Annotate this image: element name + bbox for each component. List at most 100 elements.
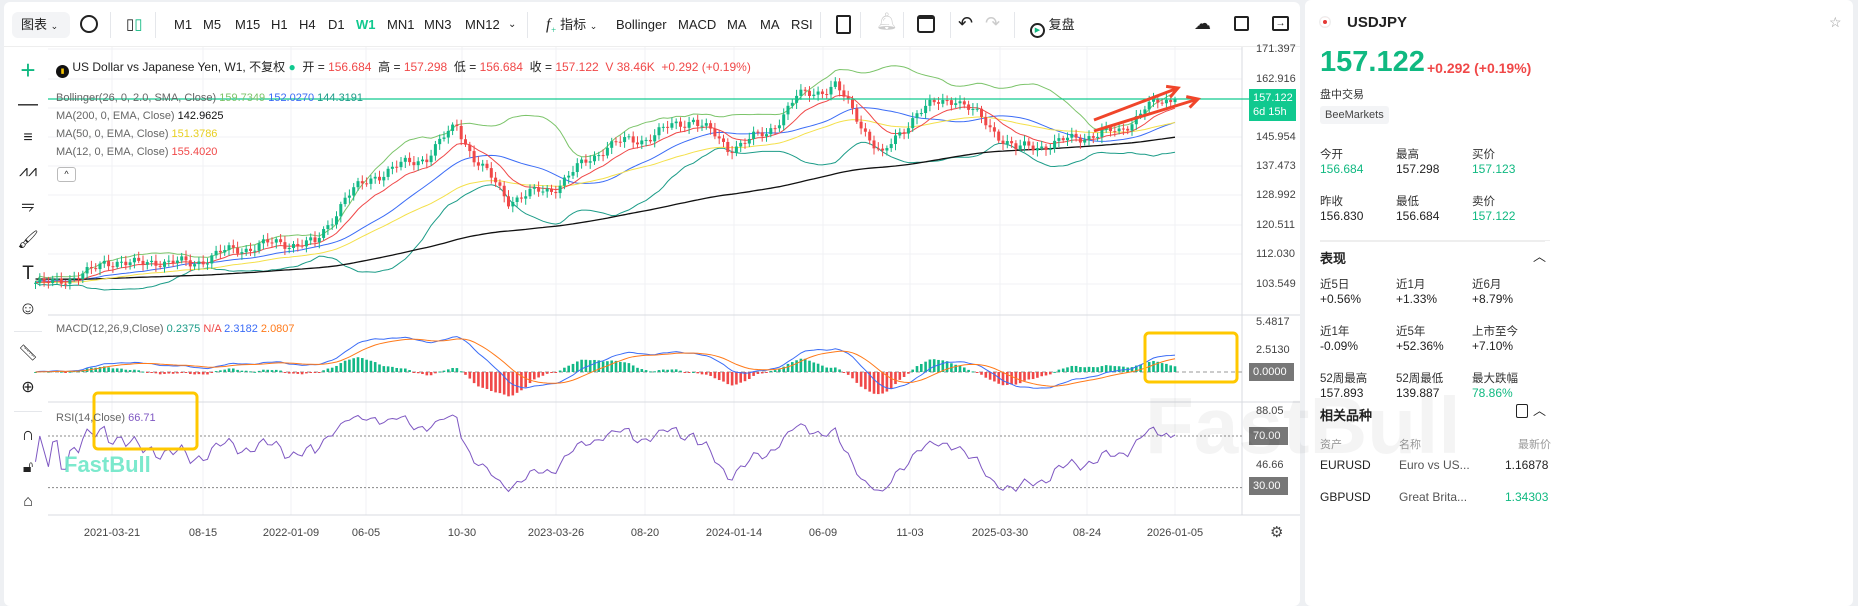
candle — [919, 108, 923, 117]
candle-body — [894, 135, 897, 145]
alert-add-icon[interactable]: 🔔︎ — [876, 12, 898, 31]
candle — [752, 126, 756, 146]
macd-histogram-bar — [928, 359, 932, 372]
candle — [1035, 142, 1039, 157]
search-icon[interactable] — [80, 15, 98, 33]
macd-legend[interactable]: MACD(12,26,9,Close) 0.2375 N/A 2.3182 2.… — [56, 323, 295, 335]
timeframe-w1[interactable]: W1 — [356, 17, 376, 32]
candle — [593, 151, 596, 165]
candle-body — [1117, 128, 1121, 132]
brush-icon[interactable]: 🖌︎ — [17, 230, 39, 249]
related-row[interactable]: EURUSD Euro vs US... 1.16878 — [1305, 456, 1555, 480]
candle-body — [709, 123, 713, 129]
quick-indicator-macd[interactable]: MACD — [678, 17, 717, 32]
candle-body — [210, 255, 214, 264]
quick-indicator-ma-2[interactable]: MA — [760, 17, 780, 32]
quick-indicator-bollinger[interactable]: Bollinger — [616, 17, 667, 32]
macd-histogram-bar — [1135, 365, 1138, 372]
ma200-legend[interactable]: MA(200, 0, EMA, Close) 142.9625 — [56, 110, 224, 122]
macd-histogram-bar — [584, 359, 588, 372]
candle — [266, 233, 270, 247]
ma12-legend[interactable]: MA(12, 0, EMA, Close) 155.4020 — [56, 146, 217, 158]
current-price-label: 157.122 6d 15h — [1249, 89, 1296, 121]
candle-body — [206, 263, 209, 265]
candle — [636, 136, 639, 149]
timeframe-m5[interactable]: M5 — [203, 17, 222, 32]
candle — [760, 127, 764, 142]
candle — [739, 139, 743, 153]
quick-indicator-rsi[interactable]: RSI — [791, 17, 813, 32]
macd-histogram-bar — [1049, 372, 1052, 375]
lock-drawings-icon[interactable]: 🔓︎ — [22, 459, 34, 476]
close-label: 收 = — [529, 60, 552, 74]
chart-menu-button[interactable]: 图表 ⌄ — [12, 12, 70, 38]
calendar-goto-icon[interactable] — [917, 15, 935, 33]
candle-body — [911, 118, 915, 129]
ruler-icon[interactable]: 📏︎ — [17, 345, 39, 362]
list-view-icon[interactable] — [1516, 404, 1528, 418]
timeframe-more-icon[interactable]: ⌄ — [508, 19, 517, 30]
broker-badge[interactable]: BeeMarkets — [1320, 106, 1389, 124]
candlestick-type-icon[interactable]: ▯▯ — [126, 16, 143, 33]
quick-indicator-ma[interactable]: MA — [727, 17, 747, 32]
projection-icon[interactable]: ⥭ — [21, 197, 35, 214]
candle — [128, 258, 132, 270]
candle — [1057, 133, 1061, 148]
collapse-panel-icon[interactable]: → — [1272, 16, 1289, 31]
candle-body — [468, 144, 472, 152]
rsi-legend[interactable]: RSI(14,Close) 66.71 — [56, 412, 156, 424]
candle — [580, 157, 584, 169]
undo-icon[interactable]: ↶ — [958, 13, 974, 33]
pattern-icon[interactable]: ⩘⩘ — [18, 163, 38, 180]
share-icon[interactable] — [1234, 16, 1249, 31]
macd-histogram-bar — [115, 368, 119, 372]
macd-histogram-bar — [219, 370, 222, 372]
price-chart[interactable] — [0, 0, 1300, 606]
candle — [115, 258, 119, 270]
candle — [326, 220, 330, 235]
emoji-icon[interactable]: ☺ — [18, 298, 38, 318]
indicators-button[interactable]: f+ 指标 ⌄ — [546, 16, 598, 36]
text-tool-icon[interactable]: T — [22, 263, 34, 284]
candle-body — [382, 176, 386, 181]
chart-settings-icon[interactable]: ⚙ — [1270, 524, 1284, 541]
change-abs: +0.292 — [1427, 60, 1471, 76]
macd-histogram-bar — [309, 372, 312, 373]
horizontal-line-icon[interactable]: — — [18, 93, 38, 115]
related-row[interactable]: GBPUSD Great Brita... 1.34303 — [1305, 488, 1555, 512]
fib-lines-icon[interactable]: ≡ — [23, 129, 33, 146]
timeframe-mn1[interactable]: MN1 — [387, 17, 415, 32]
collapse-legend-button[interactable]: ^ — [57, 167, 76, 182]
macd-histogram-bar — [365, 359, 368, 372]
timeframe-m15[interactable]: M15 — [235, 17, 261, 32]
session-status: 盘中交易 — [1320, 89, 1364, 101]
function-icon: f+ — [546, 16, 557, 36]
zoom-in-icon[interactable]: ⊕ — [21, 379, 35, 396]
cloud-sync-icon[interactable]: ☁ — [1194, 14, 1211, 33]
high-value: 157.298 — [403, 60, 448, 74]
collapse-performance-icon[interactable]: ︿ — [1533, 249, 1547, 264]
timeframe-m1[interactable]: M1 — [174, 17, 193, 32]
timeframe-h1[interactable]: H1 — [271, 17, 288, 32]
macd-histogram-bar — [674, 369, 678, 372]
candle-body — [425, 159, 429, 163]
collapse-related-icon[interactable]: ︿ — [1533, 403, 1547, 418]
crosshair-icon[interactable]: + — [20, 55, 36, 85]
ma50-legend[interactable]: MA(50, 0, EMA, Close) 151.3786 — [56, 128, 217, 140]
bollinger-legend[interactable]: Bollinger(26, 0, 2.0, SMA, Close) 159.73… — [56, 92, 363, 104]
magnet-icon[interactable]: ∩ — [21, 424, 35, 444]
replay-button[interactable]: ▶ 复盘 — [1030, 14, 1075, 38]
macd-histogram-bar — [68, 371, 72, 373]
timeframe-mn3[interactable]: MN3 — [424, 17, 452, 32]
timeframe-h4[interactable]: H4 — [299, 17, 316, 32]
macd-histogram-bar — [627, 363, 631, 372]
redo-icon[interactable]: ↷ — [985, 13, 1001, 33]
unlock-icon[interactable]: ⌂ — [23, 493, 33, 510]
timeframe-mn12[interactable]: MN12 — [465, 17, 500, 32]
timeframe-d1[interactable]: D1 — [328, 17, 345, 32]
candle — [1156, 95, 1160, 109]
candle-body — [992, 127, 996, 132]
favorite-star-icon[interactable]: ☆ — [1829, 14, 1842, 30]
layout-icon[interactable] — [836, 15, 851, 34]
macd-histogram-bar — [610, 360, 613, 372]
